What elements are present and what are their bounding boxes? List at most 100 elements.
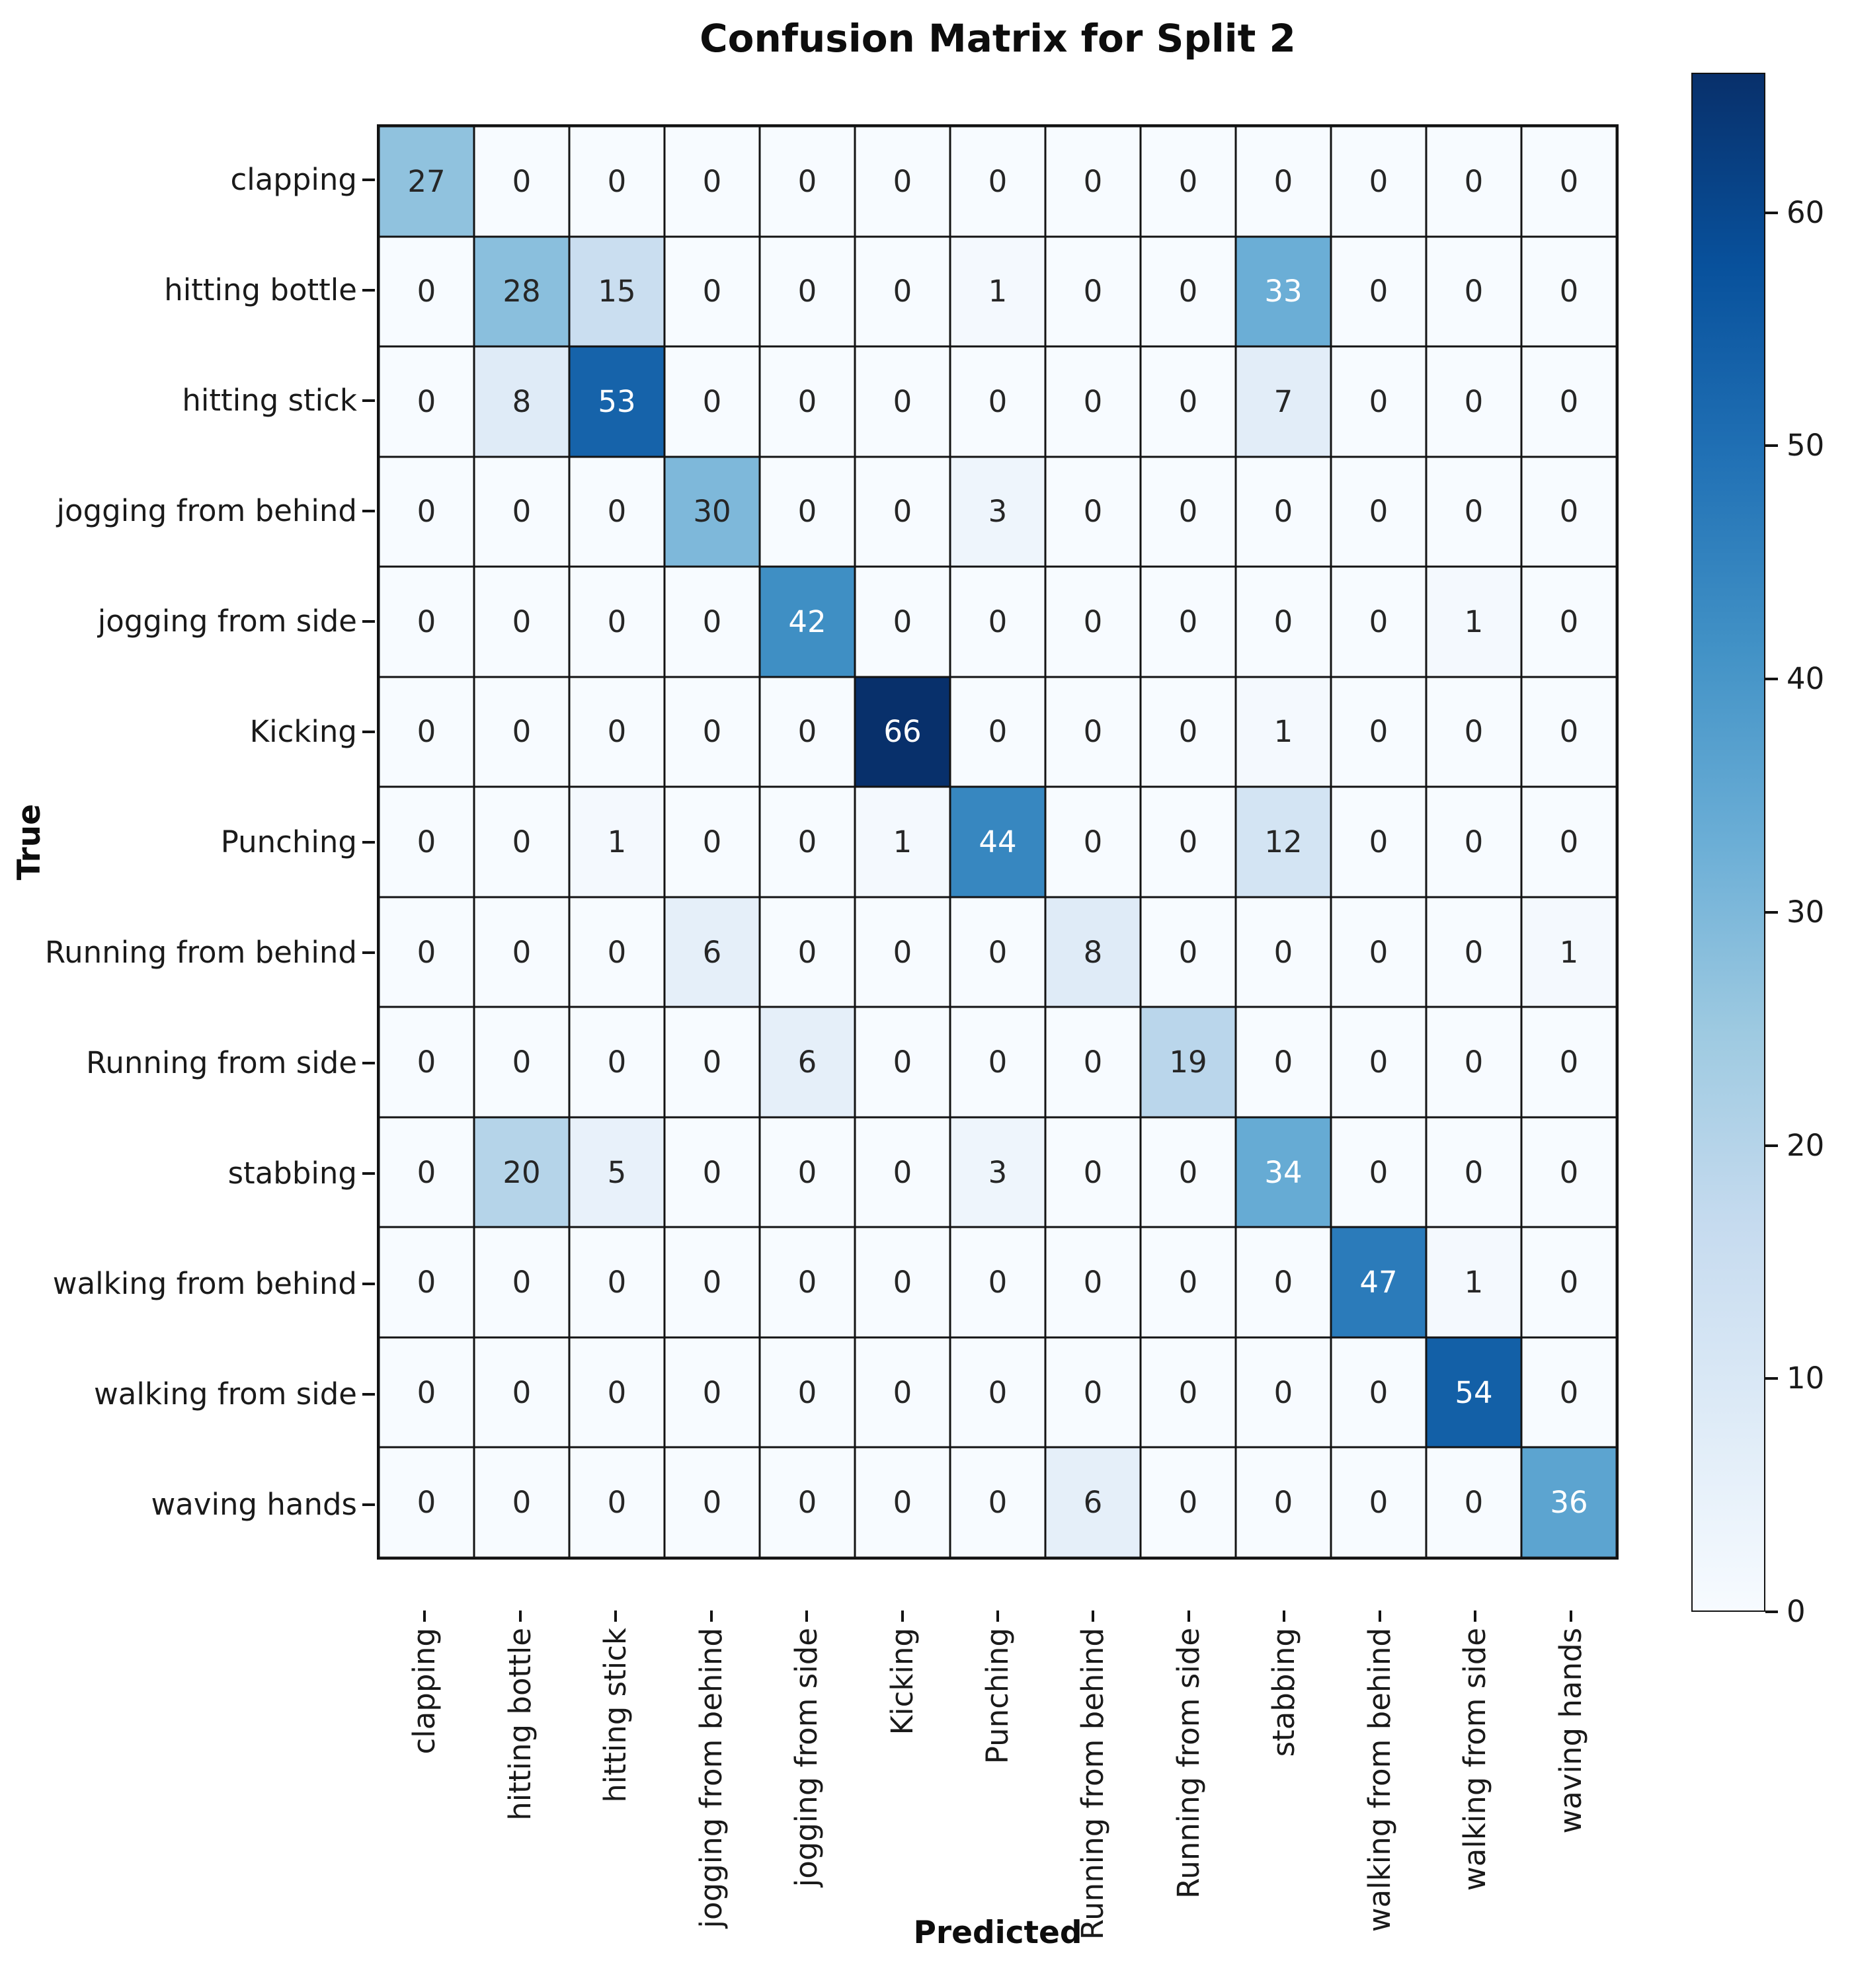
matrix-cell: 0 — [1521, 1337, 1617, 1448]
matrix-cell: 5 — [569, 1117, 664, 1228]
y-tick-label: walking from behind — [52, 1265, 357, 1301]
colorbar-tick-mark — [1765, 444, 1778, 448]
matrix-cell: 0 — [569, 1337, 664, 1448]
x-tick-mark — [709, 1610, 713, 1622]
y-tick-label: Running from side — [86, 1045, 357, 1080]
matrix-cell: 47 — [1331, 1227, 1426, 1337]
matrix-cell: 0 — [950, 896, 1045, 1008]
matrix-cell: 0 — [664, 676, 760, 787]
y-tick-mark — [362, 1282, 375, 1285]
matrix-cell: 0 — [1236, 567, 1331, 677]
matrix-cell: 0 — [855, 1007, 950, 1117]
matrix-cell: 0 — [760, 346, 855, 457]
matrix-cell: 0 — [1521, 676, 1617, 787]
matrix-cell: 0 — [1331, 236, 1426, 347]
y-tick-label: clapping — [230, 161, 357, 197]
matrix-cell: 0 — [1331, 896, 1426, 1008]
x-tick-label: Kicking — [884, 1628, 920, 1735]
matrix-cell: 0 — [379, 787, 474, 897]
y-tick-label: Punching — [220, 824, 357, 859]
matrix-cell: 0 — [950, 1007, 1045, 1117]
x-tick-mark — [1092, 1610, 1095, 1622]
y-tick-mark — [362, 509, 375, 512]
matrix-cell: 0 — [1141, 1227, 1236, 1337]
matrix-cell: 0 — [474, 896, 569, 1008]
matrix-cell: 0 — [474, 456, 569, 567]
matrix-cell: 0 — [664, 787, 760, 897]
x-tick-mark — [423, 1610, 426, 1622]
matrix-cell: 0 — [664, 346, 760, 457]
matrix-cell: 1 — [1426, 567, 1521, 677]
colorbar-tick-label: 30 — [1787, 894, 1825, 930]
matrix-cell: 0 — [379, 1007, 474, 1117]
matrix-cell: 0 — [379, 236, 474, 347]
colorbar-tick-label: 0 — [1787, 1594, 1806, 1629]
matrix-cell: 0 — [1426, 676, 1521, 787]
y-tick-mark — [362, 1061, 375, 1064]
matrix-cell: 0 — [760, 1227, 855, 1337]
x-tick-label: waving hands — [1552, 1628, 1588, 1834]
matrix-cell: 0 — [855, 126, 950, 237]
matrix-cell: 0 — [1141, 346, 1236, 457]
matrix-cell: 0 — [855, 346, 950, 457]
matrix-cell: 0 — [1521, 787, 1617, 897]
y-tick-mark — [362, 840, 375, 844]
x-tick-label: clapping — [407, 1628, 442, 1755]
matrix-cell: 0 — [950, 126, 1045, 237]
matrix-cell: 0 — [1141, 896, 1236, 1008]
chart-title: Confusion Matrix for Split 2 — [700, 16, 1296, 61]
matrix-cell: 0 — [569, 126, 664, 237]
matrix-cell: 0 — [760, 236, 855, 347]
matrix-cell: 0 — [474, 126, 569, 237]
x-tick-mark — [1474, 1610, 1477, 1622]
matrix-cell: 0 — [1521, 236, 1617, 347]
x-tick-label: stabbing — [1266, 1628, 1302, 1757]
matrix-cell: 0 — [664, 126, 760, 237]
matrix-cell: 0 — [1141, 676, 1236, 787]
matrix-cell: 0 — [1141, 236, 1236, 347]
colorbar-tick-mark — [1765, 1377, 1778, 1380]
matrix-cell: 0 — [1331, 346, 1426, 457]
matrix-cell: 44 — [950, 787, 1045, 897]
matrix-cell: 7 — [1236, 346, 1331, 457]
y-tick-label: Running from behind — [44, 934, 357, 970]
y-axis-title: True — [11, 803, 48, 881]
matrix-cell: 0 — [569, 1007, 664, 1117]
matrix-cell: 0 — [1331, 1337, 1426, 1448]
colorbar-tick-label: 10 — [1787, 1361, 1825, 1396]
matrix-cell: 0 — [1045, 346, 1141, 457]
matrix-cell: 0 — [1521, 126, 1617, 237]
matrix-cell: 0 — [1521, 1007, 1617, 1117]
matrix-cell: 0 — [379, 676, 474, 787]
matrix-cell: 0 — [1045, 456, 1141, 567]
matrix-cell: 0 — [950, 1447, 1045, 1558]
matrix-cell: 0 — [1331, 787, 1426, 897]
matrix-cell: 0 — [950, 567, 1045, 677]
x-tick-label: jogging from side — [789, 1628, 824, 1888]
matrix-cell: 1 — [569, 787, 664, 897]
matrix-cell: 3 — [950, 456, 1045, 567]
matrix-cell: 53 — [569, 346, 664, 457]
matrix-cell: 8 — [474, 346, 569, 457]
matrix-cell: 0 — [855, 896, 950, 1008]
x-tick-label: Running from side — [1170, 1628, 1206, 1899]
matrix-cell: 0 — [379, 1117, 474, 1228]
x-tick-mark — [1283, 1610, 1286, 1622]
matrix-cell: 0 — [1045, 1117, 1141, 1228]
matrix-cell: 0 — [760, 676, 855, 787]
matrix-cell: 12 — [1236, 787, 1331, 897]
matrix-cell: 0 — [569, 896, 664, 1008]
matrix-cell: 0 — [950, 676, 1045, 787]
matrix-cell: 0 — [1236, 1337, 1331, 1448]
matrix-cell: 27 — [379, 126, 474, 237]
x-tick-mark — [518, 1610, 522, 1622]
x-tick-mark — [614, 1610, 618, 1622]
matrix-cell: 0 — [1141, 126, 1236, 237]
matrix-cell: 0 — [1426, 896, 1521, 1008]
matrix-cell: 0 — [1331, 456, 1426, 567]
matrix-cell: 42 — [760, 567, 855, 677]
x-tick-mark — [1378, 1610, 1381, 1622]
matrix-cell: 0 — [379, 1447, 474, 1558]
y-axis-title-box: True — [5, 124, 53, 1560]
